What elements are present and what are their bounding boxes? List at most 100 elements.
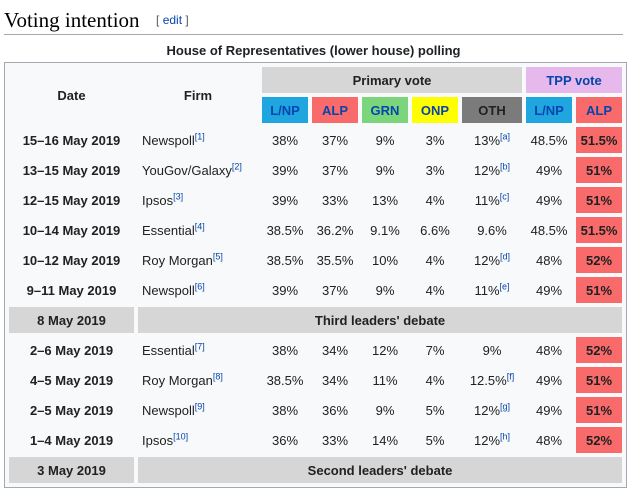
firm-link[interactable]: YouGov/Galaxy [142, 162, 232, 178]
note-link[interactable]: [c] [499, 191, 510, 202]
note-link[interactable]: [a] [500, 131, 511, 142]
oth-value: 13% [473, 132, 501, 148]
reference-link[interactable]: [2] [231, 161, 242, 172]
oth-value: 12% [473, 432, 501, 448]
grn-cell: 9% [375, 132, 395, 148]
header-tpp-vote[interactable]: TPP vote [526, 67, 623, 93]
alp-cell: 33% [321, 192, 349, 208]
reference-link[interactable]: [6] [194, 281, 205, 292]
reference-link[interactable]: [5] [212, 251, 223, 262]
firm-link[interactable]: Roy Morgan [142, 372, 213, 388]
firm-link[interactable]: Essential [142, 222, 195, 238]
firm-cell: Roy Morgan[8] [138, 367, 258, 393]
table-row: 10–12 May 2019 Roy Morgan[5] 38.5% 35.5% 10%… [9, 247, 623, 273]
onp-cell: 5% [425, 402, 445, 418]
date-cell: 10–14 May 2019 [22, 222, 121, 238]
grn-cell: 13% [371, 192, 399, 208]
lnp-cell: 39% [271, 192, 299, 208]
reference-link[interactable]: [4] [194, 221, 205, 232]
event-date: 8 May 2019 [9, 307, 134, 333]
firm-cell: Ipsos[3] [138, 187, 258, 213]
event-row: 8 May 2019 Third leaders' debate [9, 307, 623, 333]
alp-cell: 34% [321, 342, 349, 358]
grn-cell: 9.1% [370, 222, 400, 238]
reference-link[interactable]: [10] [173, 431, 189, 442]
edit-bracket-close: ] [185, 13, 189, 27]
section-title: Voting intention [4, 8, 140, 32]
firm-link[interactable]: Ipsos [142, 192, 174, 208]
onp-cell: 7% [425, 342, 445, 358]
header-tpp-lnp[interactable]: L/NP [526, 97, 573, 123]
date-cell: 15–16 May 2019 [22, 132, 121, 148]
alp-cell: 35.5% [316, 252, 354, 268]
onp-cell: 3% [425, 162, 445, 178]
oth-cell: 12%[d] [462, 247, 522, 273]
reference-link[interactable]: [7] [194, 341, 205, 352]
reference-link[interactable]: [1] [194, 131, 205, 142]
reference-link[interactable]: [3] [173, 191, 184, 202]
alp-cell: 37% [321, 132, 349, 148]
oth-cell: 12%[b] [462, 157, 522, 183]
table-row: 10–14 May 2019 Essential[4] 38.5% 36.2% 9.1%… [9, 217, 623, 243]
firm-cell: Newspoll[6] [138, 277, 258, 303]
firm-link[interactable]: Essential [142, 342, 195, 358]
note-link[interactable]: [h] [500, 431, 511, 442]
note-link[interactable]: [d] [500, 251, 511, 262]
tpp-alp-cell: 51% [576, 187, 623, 213]
header-date: Date [57, 87, 86, 103]
alp-cell: 37% [321, 282, 349, 298]
oth-value: 12% [473, 402, 501, 418]
event-row: 3 May 2019 Second leaders' debate [9, 457, 623, 483]
date-cell: 13–15 May 2019 [22, 162, 121, 178]
note-link[interactable]: [b] [500, 161, 511, 172]
firm-link[interactable]: Roy Morgan [142, 252, 213, 268]
table-row: 4–5 May 2019 Roy Morgan[8] 38.5% 34% 11% 4% 12… [9, 367, 623, 393]
grn-cell: 14% [371, 432, 399, 448]
header-tpp-alp[interactable]: ALP [576, 97, 623, 123]
header-onp[interactable]: ONP [412, 97, 458, 123]
firm-link[interactable]: Newspoll [142, 132, 195, 148]
tpp-lnp-cell: 49% [536, 402, 563, 418]
note-link[interactable]: [f] [506, 371, 515, 382]
header-oth: OTH [462, 97, 523, 123]
table-row: 1–4 May 2019 Ipsos[10] 36% 33% 14% 5% 12%[h] 48… [9, 427, 623, 453]
note-link[interactable]: [e] [499, 281, 510, 292]
firm-link[interactable]: Newspoll [142, 402, 195, 418]
oth-cell: 11%[c] [462, 187, 522, 213]
edit-link[interactable]: edit [162, 13, 183, 27]
table-row: 13–15 May 2019 YouGov/Galaxy[2] 39% 37% 9% 3%… [9, 157, 623, 183]
reference-link[interactable]: [8] [212, 371, 223, 382]
header-firm: Firm [183, 87, 213, 103]
tpp-alp-cell: 52% [576, 337, 623, 363]
header-grn[interactable]: GRN [362, 97, 408, 123]
event-label: Second leaders' debate [138, 457, 623, 483]
oth-cell: 12.5%[f] [462, 367, 522, 393]
header-lnp[interactable]: L/NP [262, 97, 308, 123]
reference-link[interactable]: [9] [194, 401, 205, 412]
lnp-cell: 38% [271, 132, 299, 148]
firm-cell: Essential[4] [138, 217, 258, 243]
alp-cell: 33% [321, 432, 349, 448]
lnp-cell: 38.5% [266, 252, 304, 268]
tpp-alp-cell: 51% [576, 397, 623, 423]
date-cell: 4–5 May 2019 [29, 372, 114, 388]
note-link[interactable]: [g] [500, 401, 511, 412]
oth-cell: 12%[h] [462, 427, 522, 453]
header-alp[interactable]: ALP [312, 97, 358, 123]
tpp-lnp-cell: 48% [536, 252, 563, 268]
firm-cell: Newspoll[9] [138, 397, 258, 423]
firm-cell: YouGov/Galaxy[2] [138, 157, 258, 183]
table-row: 9–11 May 2019 Newspoll[6] 39% 37% 9% 4% 11%[e]… [9, 277, 623, 303]
firm-link[interactable]: Newspoll [142, 282, 195, 298]
tpp-lnp-cell: 49% [536, 162, 563, 178]
firm-link[interactable]: Ipsos [142, 432, 174, 448]
table-row: 12–15 May 2019 Ipsos[3] 39% 33% 13% 4% 11%[c] 4… [9, 187, 623, 213]
alp-cell: 37% [321, 162, 349, 178]
alp-cell: 34% [321, 372, 349, 388]
date-cell: 12–15 May 2019 [22, 192, 121, 208]
oth-cell: 9% [462, 337, 522, 363]
oth-value: 12% [473, 162, 501, 178]
oth-value: 12.5% [469, 372, 507, 388]
table-row: 15–16 May 2019 Newspoll[1] 38% 37% 9% 3% 13%[a… [9, 127, 623, 153]
tpp-lnp-cell: 49% [536, 372, 563, 388]
